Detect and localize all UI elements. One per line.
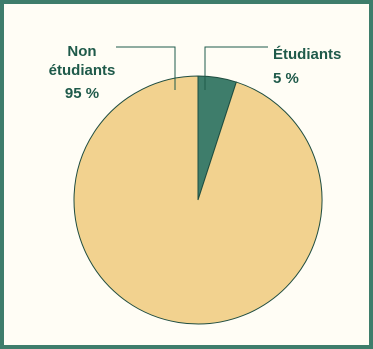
pie-chart: Non étudiants 95 % Étudiants 5 % — [49, 43, 341, 325]
leader-line-etudiants — [204, 46, 268, 90]
value-etudiants: 5 % — [273, 70, 299, 87]
label-non-etudiants-line1: Non — [67, 43, 96, 60]
pie-slices — [73, 75, 323, 325]
pie-slice-non-etudiants — [73, 75, 323, 325]
label-non-etudiants-line2: étudiants — [49, 62, 116, 79]
leader-lines — [116, 46, 268, 90]
label-etudiants: Étudiants — [273, 46, 341, 63]
leader-line-non-etudiants — [116, 46, 176, 90]
value-non-etudiants: 95 % — [65, 85, 99, 102]
